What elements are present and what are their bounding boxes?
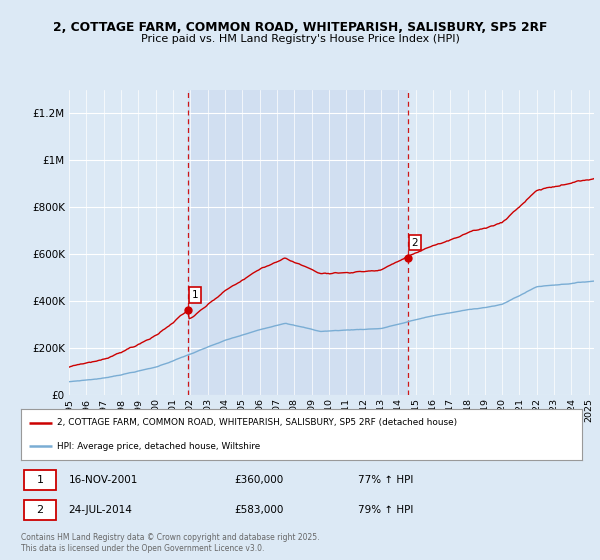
Text: 1: 1: [37, 475, 44, 485]
FancyBboxPatch shape: [24, 470, 56, 490]
Text: 16-NOV-2001: 16-NOV-2001: [68, 475, 138, 485]
Text: 77% ↑ HPI: 77% ↑ HPI: [358, 475, 413, 485]
Text: 2, COTTAGE FARM, COMMON ROAD, WHITEPARISH, SALISBURY, SP5 2RF: 2, COTTAGE FARM, COMMON ROAD, WHITEPARIS…: [53, 21, 547, 34]
Text: 1: 1: [192, 290, 199, 300]
Text: 2: 2: [412, 237, 418, 248]
Bar: [188, 90, 408, 395]
Text: 2: 2: [37, 505, 44, 515]
Text: 24-JUL-2014: 24-JUL-2014: [68, 505, 133, 515]
Text: Contains HM Land Registry data © Crown copyright and database right 2025.
This d: Contains HM Land Registry data © Crown c…: [21, 533, 320, 553]
Text: £360,000: £360,000: [234, 475, 283, 485]
Text: £583,000: £583,000: [234, 505, 284, 515]
Text: 79% ↑ HPI: 79% ↑ HPI: [358, 505, 413, 515]
Text: Price paid vs. HM Land Registry's House Price Index (HPI): Price paid vs. HM Land Registry's House …: [140, 34, 460, 44]
Text: 2, COTTAGE FARM, COMMON ROAD, WHITEPARISH, SALISBURY, SP5 2RF (detached house): 2, COTTAGE FARM, COMMON ROAD, WHITEPARIS…: [58, 418, 458, 427]
Text: HPI: Average price, detached house, Wiltshire: HPI: Average price, detached house, Wilt…: [58, 442, 261, 451]
FancyBboxPatch shape: [24, 500, 56, 520]
